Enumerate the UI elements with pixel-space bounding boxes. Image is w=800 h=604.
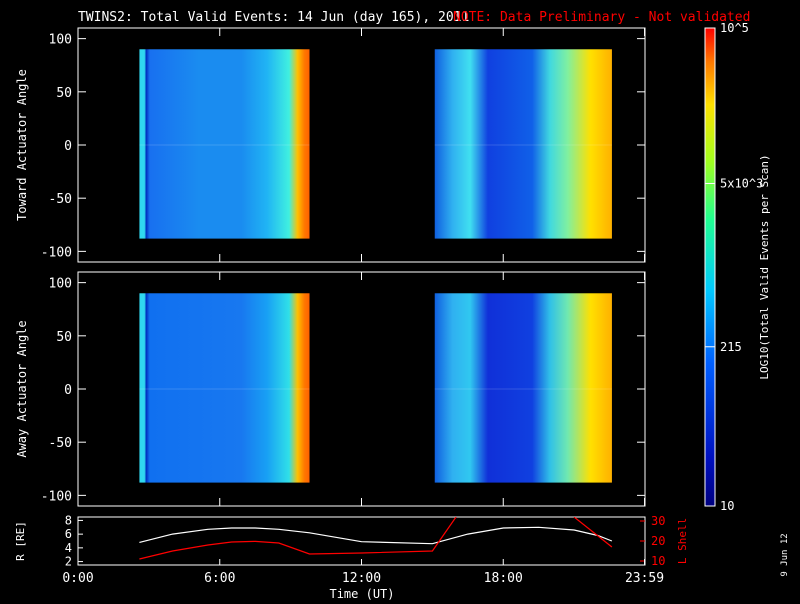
toward-heatmap-blocks: [139, 49, 612, 239]
y-tick-label: 0: [64, 383, 72, 398]
away-x-ticks: [77, 272, 646, 506]
y-tick-label: -50: [49, 192, 72, 207]
toward-x-ticks: [77, 28, 646, 262]
away-y-ticks: -100 -50 0 50 100: [41, 277, 645, 504]
lshell-tick-label: 30: [651, 514, 665, 528]
toward-y-label: Toward Actuator Angle: [15, 69, 29, 221]
r-line: [139, 526, 613, 545]
colorbar-tick-label: 5x10^3: [720, 176, 763, 190]
y-tick-label: 100: [49, 277, 72, 292]
heatmap-block: [434, 49, 612, 239]
time-tick-label: 18:00: [484, 571, 523, 586]
time-tick-label: 6:00: [204, 571, 235, 586]
time-tick-label: 23:59: [625, 571, 664, 586]
y-tick-label: -100: [41, 245, 72, 260]
r-axis-label: R [RE]: [14, 521, 27, 561]
lshell-tick-label: 10: [651, 554, 665, 568]
zero-angle-stripe: [139, 144, 310, 146]
lshell-axis-ticks: 10 20 30: [640, 514, 665, 568]
toward-angle-panel: -100 -50 0 50 100 Toward Actuator Angle: [15, 27, 646, 263]
colorbar-label: LOG10(Total Valid Events per Scan): [758, 154, 771, 379]
zero-angle-stripe: [434, 144, 612, 146]
time-axis-ticks: 0:00 6:00 12:00 18:00 23:59: [62, 559, 664, 586]
lshell-axis-label: L Shell: [676, 518, 689, 564]
colorbar-ticks: 10^5 5x10^3 215 10: [705, 21, 763, 513]
heatmap-block: [434, 293, 612, 483]
orbit-lines: [139, 517, 613, 560]
time-axis-label: Time (UT): [329, 587, 394, 600]
y-tick-label: -100: [41, 489, 72, 504]
zero-angle-stripe: [434, 388, 612, 390]
lshell-line: [139, 517, 457, 560]
r-tick-label: 6: [65, 527, 72, 541]
away-y-label: Away Actuator Angle: [15, 320, 29, 457]
plot-title: TWINS2: Total Valid Events: 14 Jun (day …: [78, 10, 469, 25]
time-tick-label: 12:00: [342, 571, 381, 586]
lshell-line: [573, 517, 613, 548]
y-tick-label: 50: [56, 86, 72, 101]
away-heatmap-blocks: [139, 293, 612, 483]
colorbar-tick-label: 215: [720, 340, 742, 354]
y-tick-label: 0: [64, 139, 72, 154]
colorbar-tick-label: 10^5: [720, 21, 749, 35]
time-tick-label: 0:00: [62, 571, 93, 586]
preliminary-note: NOTE: Data Preliminary - Not validated: [453, 10, 750, 25]
y-tick-label: 50: [56, 330, 72, 345]
colorbar: 10^5 5x10^3 215 10 LOG10(Total Valid Events…: [704, 21, 771, 513]
heatmap-block: [139, 293, 310, 483]
zero-angle-stripe: [139, 388, 310, 390]
y-tick-label: 100: [49, 33, 72, 48]
side-date: 9 Jun 12: [780, 533, 790, 576]
r-tick-label: 4: [65, 541, 72, 555]
away-angle-panel: -100 -50 0 50 100 Away Actuator Angle: [15, 271, 646, 507]
toward-y-ticks: -100 -50 0 50 100: [41, 33, 645, 260]
heatmap-block: [139, 49, 310, 239]
colorbar-scale: [704, 27, 716, 507]
y-tick-label: -50: [49, 436, 72, 451]
orbit-panel-frame: [77, 516, 646, 566]
r-tick-label: 2: [65, 555, 72, 569]
r-tick-label: 8: [65, 513, 72, 527]
colorbar-tick-label: 10: [720, 499, 734, 513]
lshell-tick-label: 20: [651, 534, 665, 548]
